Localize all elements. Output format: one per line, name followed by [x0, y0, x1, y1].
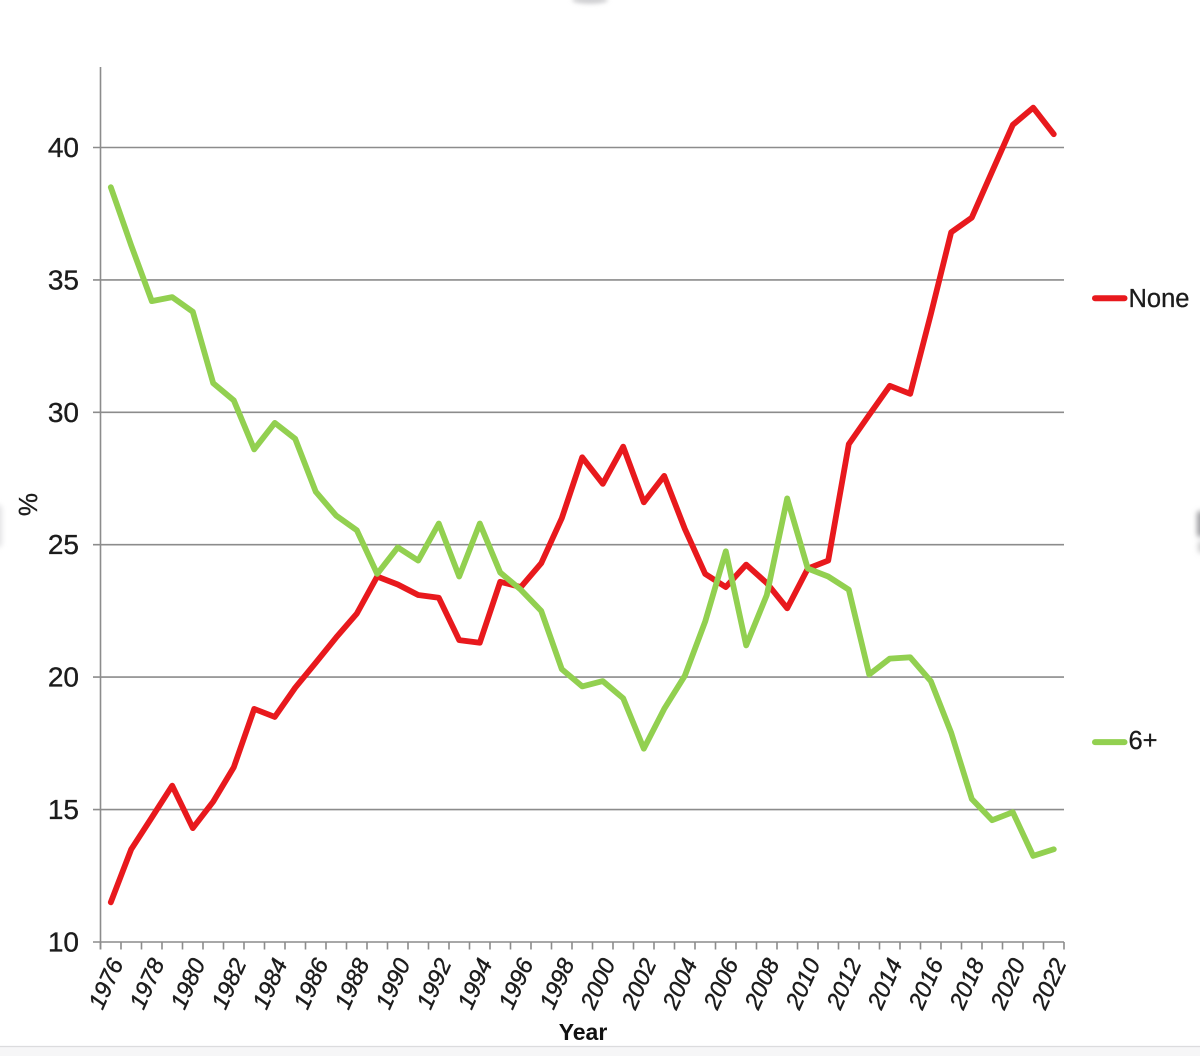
svg-text:35: 35 [48, 264, 79, 295]
svg-text:Year: Year [559, 1019, 608, 1045]
svg-text:20: 20 [48, 662, 79, 693]
svg-text:None: None [1129, 285, 1190, 313]
svg-text:15: 15 [48, 794, 79, 825]
svg-text:25: 25 [48, 529, 79, 560]
svg-text:40: 40 [48, 132, 79, 163]
svg-text:%: % [13, 493, 43, 516]
svg-text:10: 10 [48, 927, 79, 958]
svg-text:6+: 6+ [1129, 727, 1158, 755]
svg-text:30: 30 [48, 397, 79, 428]
